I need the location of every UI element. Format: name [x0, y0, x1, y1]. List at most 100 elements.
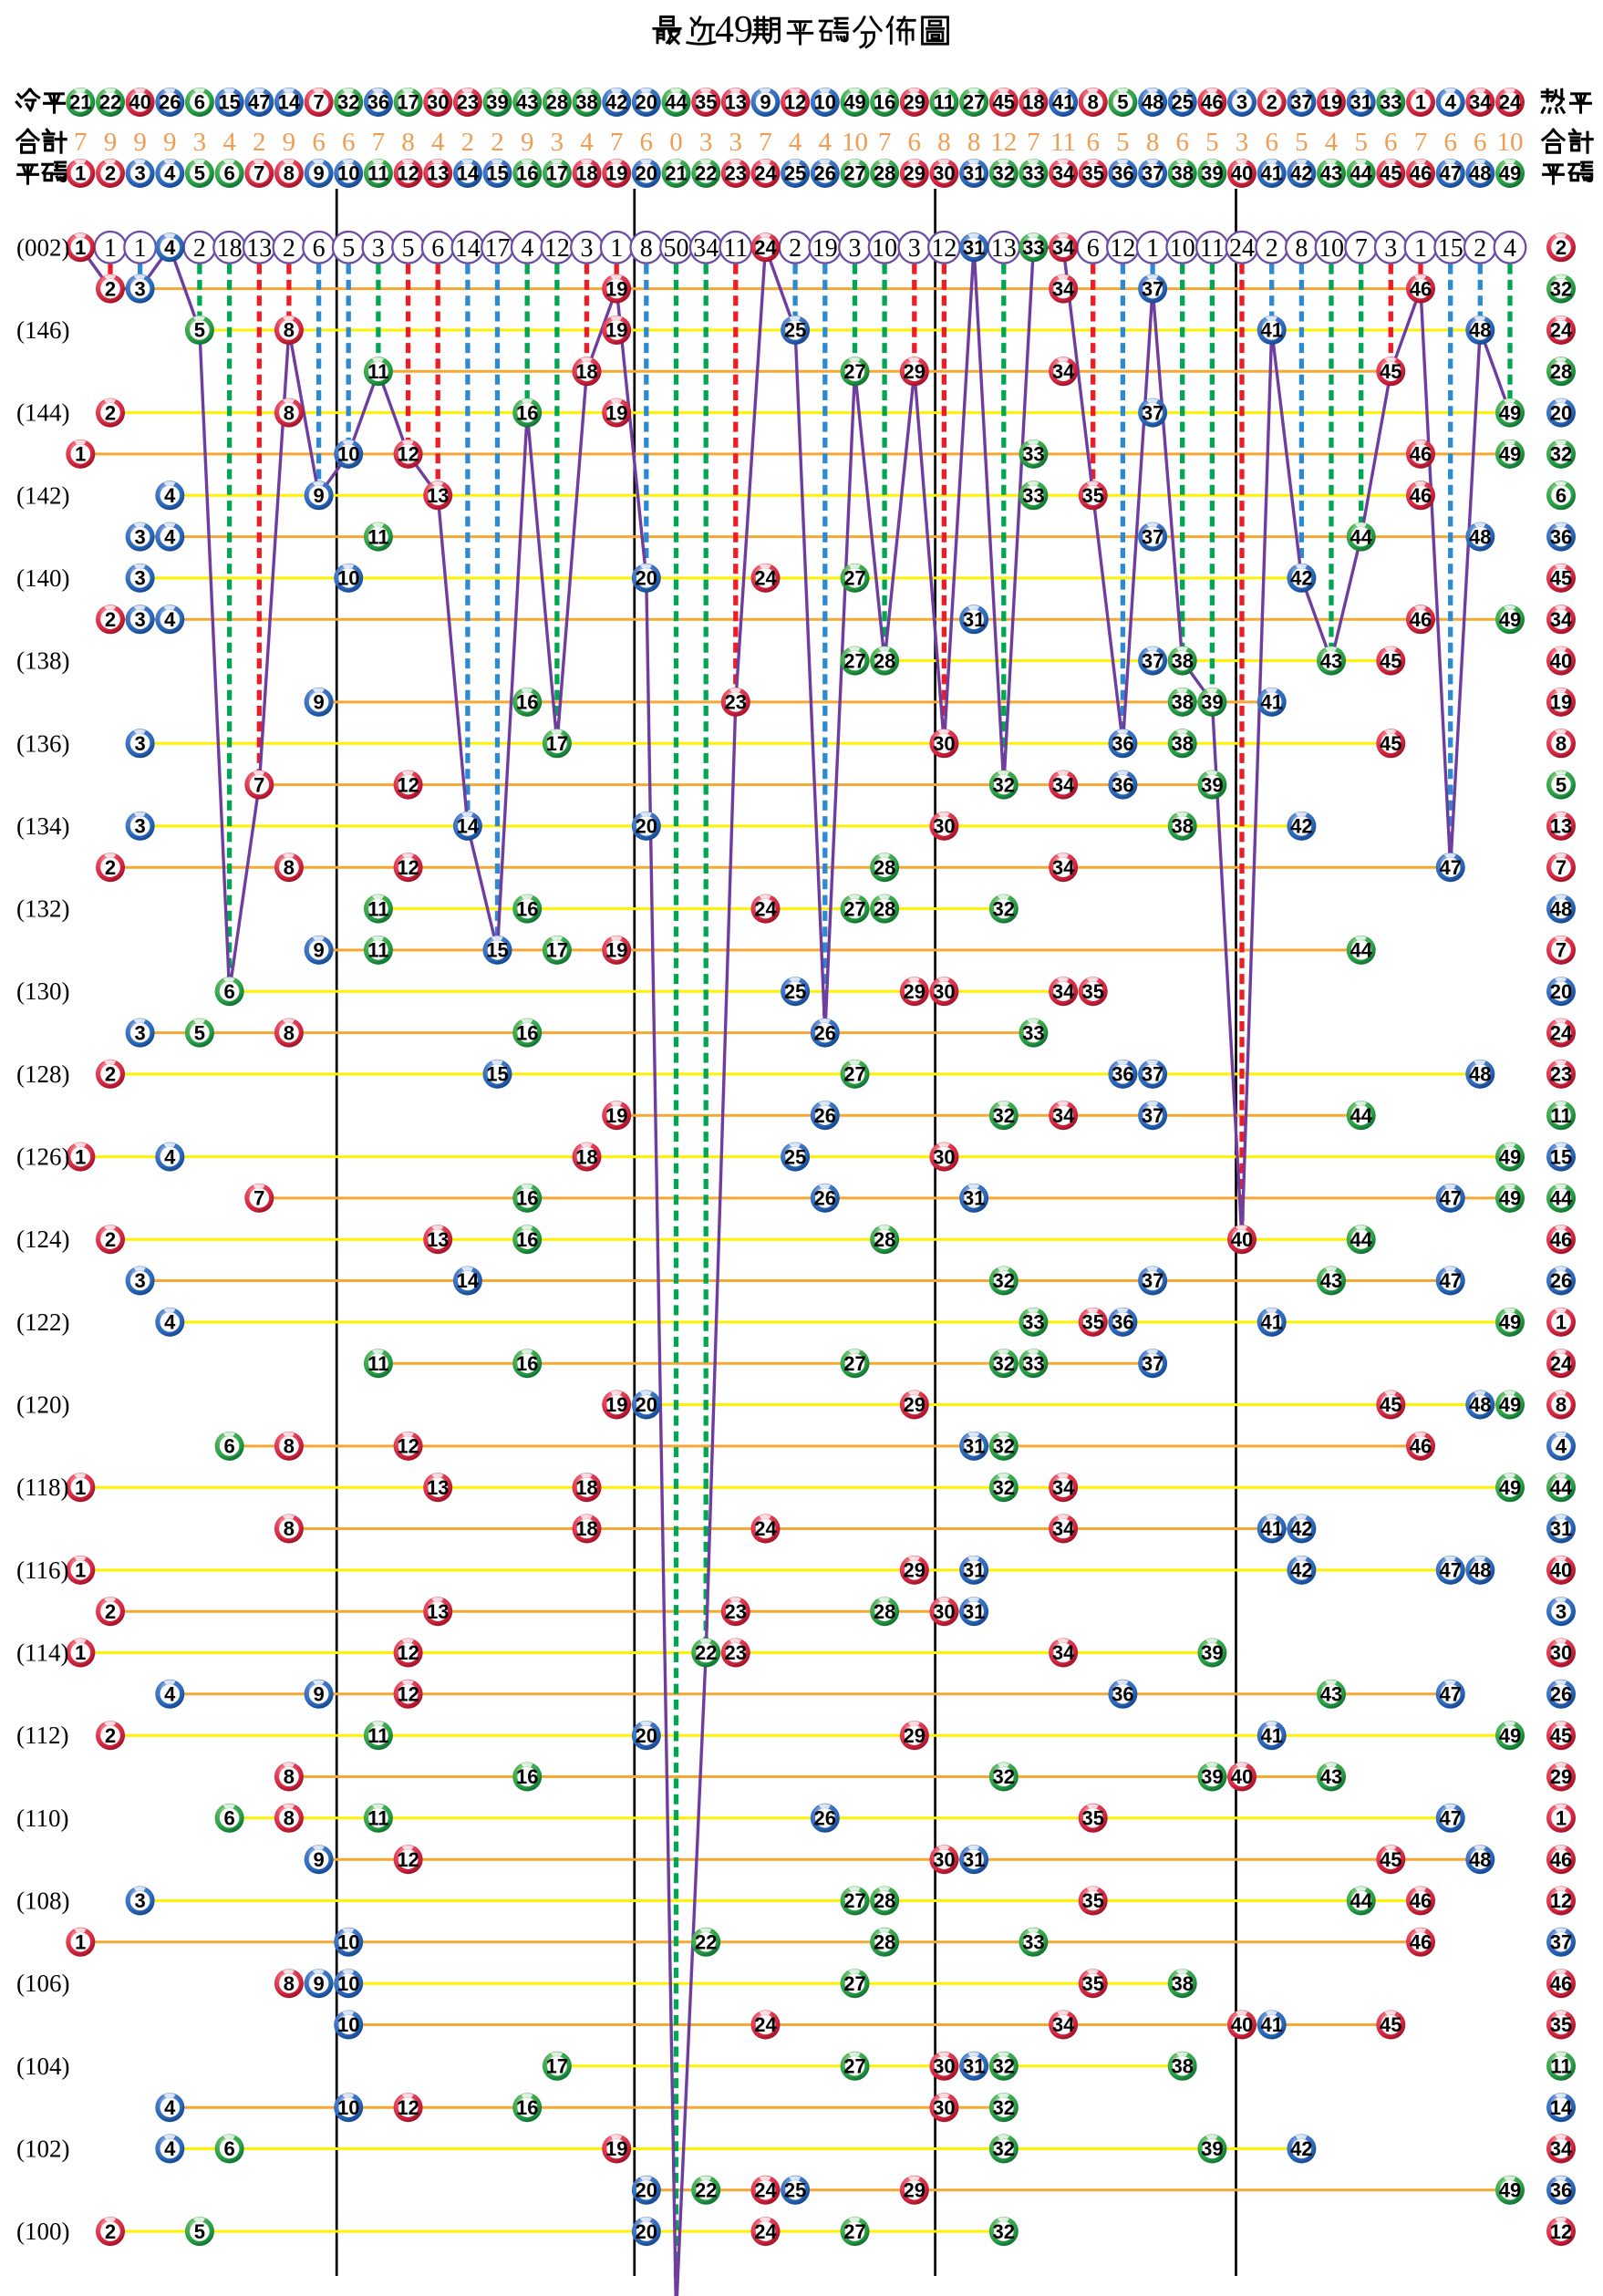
svg-text:(138): (138): [16, 647, 69, 675]
svg-text:38: 38: [575, 91, 597, 114]
svg-text:32: 32: [1550, 443, 1572, 466]
svg-text:6: 6: [1474, 128, 1487, 157]
svg-text:11: 11: [367, 1807, 388, 1830]
svg-text:10: 10: [337, 1931, 359, 1954]
svg-text:34: 34: [1052, 773, 1075, 796]
svg-text:20: 20: [636, 2220, 657, 2243]
svg-text:45: 45: [1550, 1724, 1572, 1747]
svg-text:22: 22: [695, 162, 717, 185]
svg-text:18: 18: [575, 1476, 597, 1499]
svg-text:39: 39: [1201, 1765, 1223, 1788]
svg-text:24: 24: [754, 162, 777, 185]
svg-text:49: 49: [1499, 443, 1521, 466]
svg-text:(140): (140): [16, 564, 69, 592]
svg-text:31: 31: [1350, 91, 1371, 114]
svg-text:19: 19: [605, 319, 627, 342]
svg-text:3: 3: [1556, 1600, 1567, 1623]
svg-text:30: 30: [933, 2096, 955, 2119]
svg-text:20: 20: [1550, 401, 1572, 424]
svg-text:1: 1: [1146, 234, 1159, 263]
svg-text:40: 40: [1550, 649, 1572, 672]
svg-text:37: 37: [1142, 525, 1163, 548]
svg-text:(126): (126): [16, 1143, 69, 1171]
svg-text:24: 24: [1550, 1021, 1573, 1044]
svg-text:29: 29: [904, 1393, 926, 1416]
svg-text:8: 8: [284, 162, 295, 185]
svg-text:17: 17: [546, 162, 568, 185]
svg-text:28: 28: [874, 1600, 895, 1623]
svg-text:44: 44: [1350, 939, 1372, 962]
svg-text:4: 4: [1556, 1435, 1567, 1458]
svg-text:23: 23: [457, 91, 479, 114]
svg-text:1: 1: [1556, 1807, 1567, 1830]
svg-text:5: 5: [1117, 91, 1128, 114]
svg-text:47: 47: [248, 91, 270, 114]
svg-text:37: 37: [1142, 1063, 1163, 1086]
svg-text:26: 26: [814, 1807, 836, 1830]
svg-text:5: 5: [1295, 128, 1308, 157]
svg-text:24: 24: [754, 2013, 777, 2036]
svg-text:33: 33: [1022, 1021, 1044, 1044]
svg-text:19: 19: [605, 401, 627, 424]
svg-text:8: 8: [284, 1435, 295, 1458]
svg-text:47: 47: [1439, 162, 1461, 185]
svg-text:29: 29: [904, 91, 926, 114]
svg-text:49: 49: [715, 9, 753, 51]
svg-text:8: 8: [284, 856, 295, 879]
svg-text:24: 24: [754, 2220, 777, 2243]
svg-text:19: 19: [605, 939, 627, 962]
svg-text:13: 13: [427, 1476, 449, 1499]
svg-text:10: 10: [337, 567, 359, 590]
svg-text:5: 5: [194, 1021, 205, 1044]
svg-text:46: 46: [1410, 443, 1432, 466]
svg-text:31: 31: [963, 1600, 985, 1623]
svg-text:2: 2: [105, 2220, 116, 2243]
svg-text:18: 18: [575, 1517, 597, 1540]
svg-text:41: 41: [1260, 1724, 1282, 1747]
svg-text:12: 12: [397, 1641, 419, 1664]
svg-text:3: 3: [134, 608, 145, 631]
svg-text:4: 4: [431, 128, 445, 157]
svg-text:12: 12: [397, 162, 419, 185]
svg-text:8: 8: [1295, 234, 1308, 263]
svg-text:46: 46: [1410, 484, 1432, 507]
svg-text:12: 12: [931, 234, 957, 263]
svg-text:31: 31: [1550, 1517, 1572, 1540]
svg-text:29: 29: [904, 360, 926, 383]
svg-text:8: 8: [401, 128, 415, 157]
svg-text:10: 10: [1319, 234, 1344, 263]
svg-text:32: 32: [993, 1476, 1015, 1499]
svg-text:6: 6: [223, 1435, 234, 1458]
svg-text:14: 14: [457, 815, 480, 838]
svg-text:3: 3: [134, 732, 145, 755]
svg-text:(132): (132): [16, 895, 69, 923]
svg-text:12: 12: [397, 2096, 419, 2119]
svg-text:47: 47: [1439, 856, 1461, 879]
svg-text:27: 27: [843, 1352, 865, 1375]
svg-text:30: 30: [933, 1600, 955, 1623]
svg-text:32: 32: [993, 1269, 1015, 1292]
svg-text:38: 38: [1171, 732, 1193, 755]
svg-text:18: 18: [217, 234, 243, 263]
svg-text:43: 43: [1320, 162, 1342, 185]
svg-text:6: 6: [194, 91, 205, 114]
svg-text:(100): (100): [16, 2218, 69, 2245]
svg-text:8: 8: [937, 128, 951, 157]
svg-text:8: 8: [284, 1972, 295, 1995]
svg-text:14: 14: [1550, 2096, 1573, 2119]
svg-text:3: 3: [134, 815, 145, 838]
svg-text:49: 49: [1499, 401, 1521, 424]
svg-text:47: 47: [1439, 1559, 1461, 1582]
svg-text:13: 13: [1550, 815, 1572, 838]
svg-text:27: 27: [843, 162, 865, 185]
svg-text:10: 10: [1497, 128, 1524, 157]
svg-text:39: 39: [1201, 1641, 1223, 1664]
svg-text:11: 11: [367, 1352, 388, 1375]
svg-text:7: 7: [372, 128, 386, 157]
svg-text:10: 10: [814, 91, 836, 114]
svg-text:39: 39: [1201, 691, 1223, 714]
svg-text:23: 23: [725, 1600, 747, 1623]
svg-text:43: 43: [1320, 649, 1342, 672]
svg-text:40: 40: [1231, 1765, 1253, 1788]
svg-text:13: 13: [991, 234, 1017, 263]
